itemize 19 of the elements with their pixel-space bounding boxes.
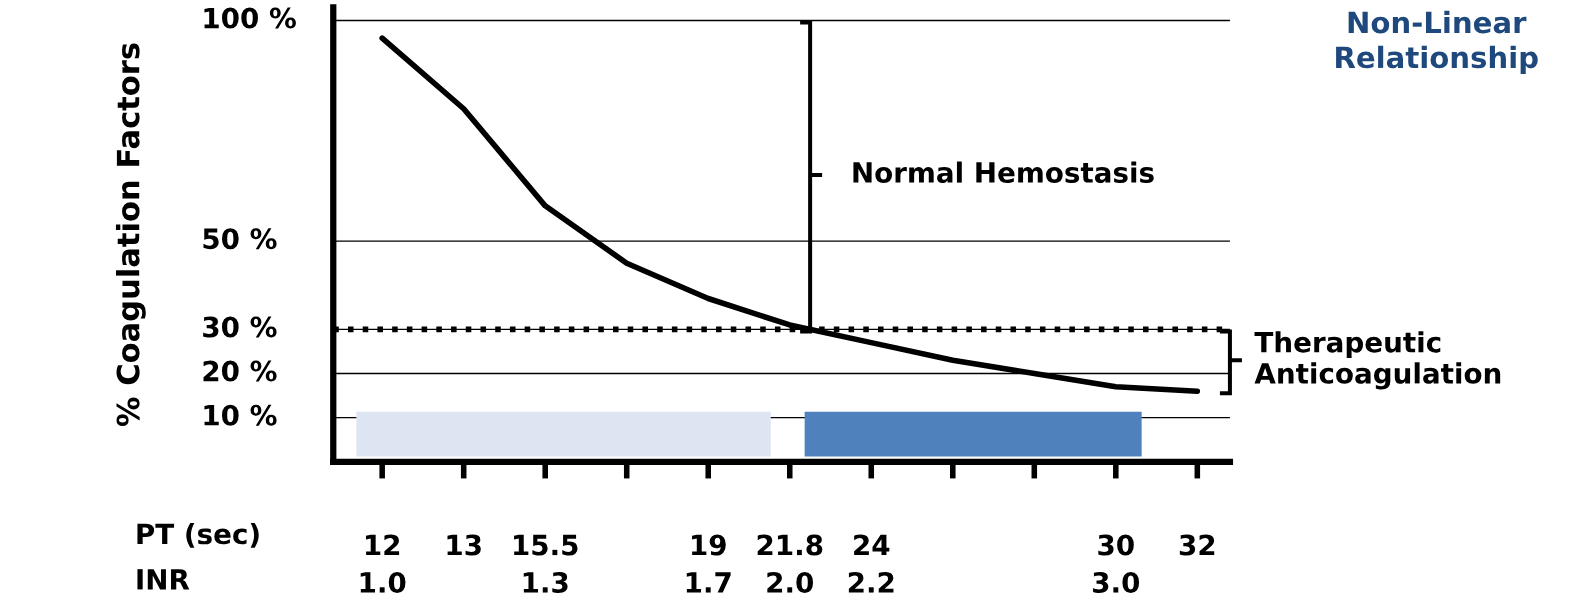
text: PT (sec) [137, 522, 259, 548]
y-tick-label: 20 % [203, 360, 277, 382]
x-tick-label: 13 [447, 534, 481, 556]
y-axis-title: % Coagulation Factors [115, 43, 146, 427]
y-tick-label: 10 % [204, 404, 277, 426]
x-tick-label: 19 1.7 [686, 534, 731, 593]
x-tick-label: 15.5 1.3 [514, 534, 578, 593]
text: Therapeutic Anticoagulation [1254, 331, 1501, 390]
y-tick-label: 100 % [204, 7, 296, 29]
x-tick-label: 30 3.0 [1093, 534, 1140, 593]
x-tick-label: 32 [1179, 534, 1215, 556]
y-tick-label: 30 % [203, 316, 277, 338]
x-tick-label: 21.8 2.0 [757, 534, 823, 593]
x-tick-label: 24 2.2 [848, 534, 894, 593]
y-tick-label: 50 % [203, 228, 277, 250]
annotation: Normal Hemostasis [853, 161, 1154, 184]
text: INR [137, 569, 190, 590]
x-tick-label: 12 1.0 [360, 534, 406, 593]
text: Non-Linear Relationship [1336, 10, 1538, 74]
